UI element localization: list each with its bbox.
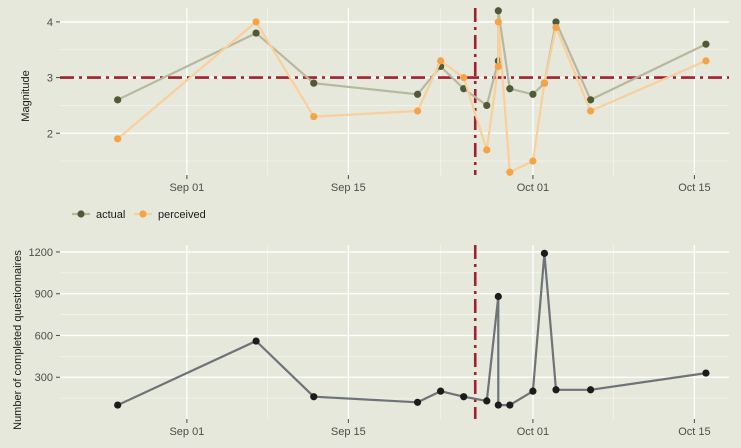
legend-label: actual — [96, 209, 125, 221]
actual-point — [702, 40, 710, 48]
y-tick-label: 2 — [47, 128, 53, 140]
x-tick-label: Oct 15 — [678, 426, 710, 438]
legend-key-point — [139, 210, 147, 218]
actual-point — [586, 96, 595, 104]
magnitude-y-tick-labels: 2 3 4 — [47, 17, 60, 140]
actual-point — [413, 90, 422, 98]
actual-point — [460, 85, 468, 93]
perceived-point — [494, 18, 502, 26]
series-point — [252, 337, 260, 345]
magnitude-reference-lines — [60, 8, 729, 175]
perceived-point — [529, 157, 537, 165]
magnitude-x-tick-labels: Sep 01 Sep 15 Oct 01 Oct 15 — [169, 175, 711, 194]
magnitude-chart: 2 3 4 Sep 01 Sep 15 Oct 01 Oct 15 Magnitude — [20, 7, 729, 194]
series-point — [437, 387, 445, 395]
questionnaires-y-axis-title: Number of completed questionnaires — [12, 250, 24, 430]
x-tick-label: Sep 15 — [331, 182, 366, 194]
x-tick-label: Sep 01 — [169, 182, 204, 194]
actual-point — [310, 79, 318, 87]
perceived-point — [310, 112, 318, 121]
y-tick-label: 900 — [35, 289, 53, 301]
perceived-point — [437, 57, 445, 65]
perceived-point — [540, 79, 549, 87]
actual-point — [529, 90, 537, 98]
actual-point — [494, 7, 502, 15]
series-point — [552, 386, 560, 394]
series-point — [483, 397, 491, 405]
magnitude-y-axis-title: Magnitude — [20, 70, 32, 121]
y-tick-label: 4 — [47, 17, 53, 29]
series-point — [114, 401, 122, 409]
actual-point — [506, 85, 514, 93]
legend-label: perceived — [158, 209, 206, 221]
series-point — [460, 393, 468, 401]
perceived-point — [114, 135, 122, 143]
questionnaires-series — [114, 249, 710, 409]
actual-point — [552, 18, 560, 26]
perceived-point — [552, 23, 560, 32]
x-tick-label: Sep 01 — [169, 426, 204, 438]
actual-point — [114, 96, 122, 104]
legend-key-point — [77, 210, 85, 218]
series-point — [529, 387, 537, 395]
perceived-point — [506, 168, 514, 176]
questionnaires-chart: 300 600 900 1200 Sep 01 Sep 15 Oct 01 Oct 15 N… — [12, 245, 729, 438]
y-tick-label: 1200 — [29, 247, 53, 259]
legend: actual perceived — [66, 200, 220, 228]
y-tick-label: 600 — [35, 330, 53, 342]
questionnaires-grid — [60, 245, 729, 419]
questionnaires-x-tick-labels: Sep 01 Sep 15 Oct 01 Oct 15 — [169, 419, 711, 438]
perceived-point — [460, 73, 468, 82]
perceived-point — [702, 57, 710, 65]
series-point — [506, 401, 514, 409]
x-tick-label: Oct 01 — [517, 182, 549, 194]
perceived-point — [483, 146, 491, 154]
y-tick-label: 300 — [35, 372, 53, 384]
perceived-point — [494, 62, 502, 71]
perceived-point — [252, 18, 260, 26]
series-point — [494, 292, 502, 301]
actual-point — [483, 101, 491, 110]
series-point — [702, 369, 710, 377]
series-point — [586, 386, 595, 394]
perceived-point — [586, 107, 595, 115]
questionnaires-y-tick-labels: 300 600 900 1200 — [29, 247, 60, 384]
actual-point — [252, 29, 260, 37]
x-tick-label: Sep 15 — [331, 426, 366, 438]
series-point — [540, 249, 549, 257]
x-tick-label: Oct 15 — [678, 182, 710, 194]
series-point — [494, 401, 502, 409]
x-tick-label: Oct 01 — [517, 426, 549, 438]
series-point — [413, 398, 422, 406]
series-point — [310, 393, 318, 401]
y-tick-label: 3 — [47, 73, 53, 85]
perceived-point — [413, 107, 422, 115]
magnitude-series — [114, 7, 710, 176]
